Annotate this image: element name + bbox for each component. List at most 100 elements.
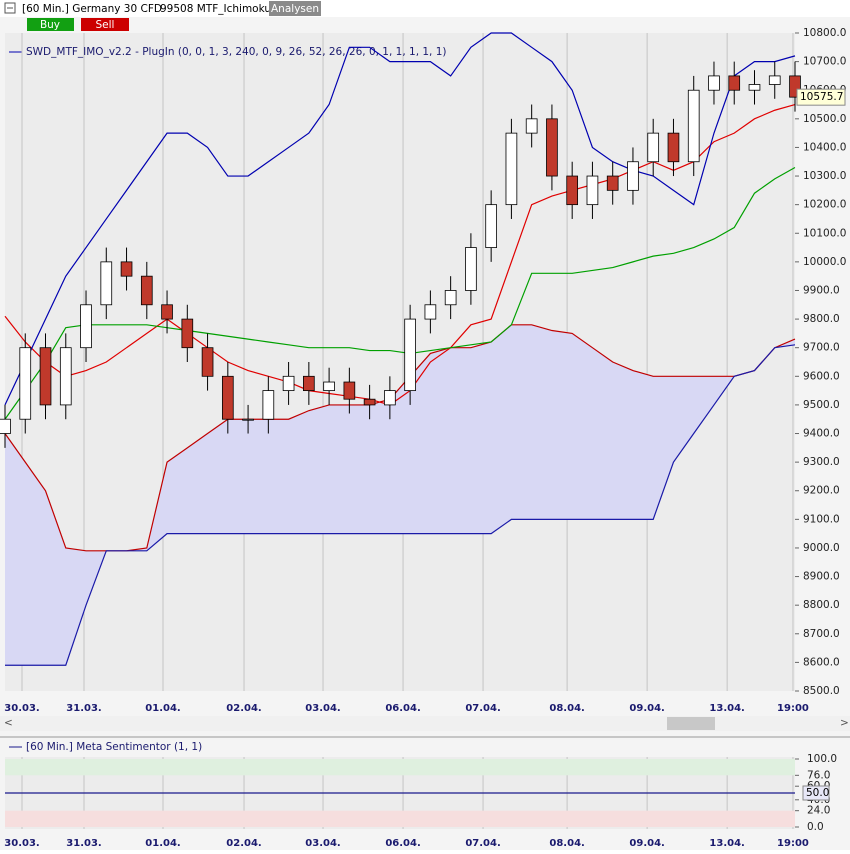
- y-tick-label: 0.0: [807, 821, 824, 833]
- indicator-line: [4, 166, 796, 420]
- workspace-name: 99508 MTF_Ichimoku: [160, 3, 271, 15]
- x-tick-label: 02.04.: [226, 838, 261, 849]
- y-tick-label: 100.0: [807, 753, 837, 765]
- tab-button[interactable]: [269, 1, 321, 16]
- y-tick-label: 9700.0: [803, 342, 840, 354]
- x-tick-label: 30.03.: [4, 703, 39, 714]
- last-price-box: [796, 88, 846, 106]
- candle-body: [789, 75, 801, 98]
- y-tick-label: 10700.0: [803, 56, 846, 68]
- candle-body: [768, 75, 781, 85]
- y-tick-label: 10300.0: [803, 170, 846, 182]
- y-tick-label: 9500.0: [803, 399, 840, 411]
- candle-body: [363, 398, 376, 406]
- candle-body: [606, 175, 619, 191]
- level-label: 50.0: [806, 787, 829, 799]
- candle-body: [120, 261, 133, 277]
- candle-body: [221, 375, 234, 420]
- x-tick-label: 06.04.: [385, 838, 420, 849]
- x-tick-label: 01.04.: [145, 838, 180, 849]
- y-tick-label: 10800.0: [803, 27, 846, 39]
- scroll-right[interactable]: >: [840, 717, 849, 729]
- x-tick-label: 30.03.: [4, 838, 39, 849]
- indicator-line: [4, 32, 796, 406]
- y-tick-label: 9200.0: [803, 485, 840, 497]
- x-tick-label: 19:00: [777, 703, 809, 714]
- candle-body: [485, 204, 497, 248]
- candle-body: [687, 89, 700, 163]
- x-tick-label: 13.04.: [709, 703, 744, 714]
- candle-body: [444, 290, 457, 306]
- x-tick-label: 07.04.: [465, 703, 500, 714]
- candle-body: [242, 418, 254, 421]
- candle-body: [384, 390, 396, 406]
- candle-body: [566, 175, 579, 206]
- candle-body: [282, 375, 295, 392]
- y-tick-label: 10200.0: [803, 199, 846, 211]
- x-tick-label: 08.04.: [549, 838, 584, 849]
- x-tick-label: 03.04.: [305, 838, 340, 849]
- y-tick-label: 8600.0: [803, 656, 840, 668]
- x-tick-label: 01.04.: [145, 703, 180, 714]
- y-tick-label: 10400.0: [803, 141, 846, 153]
- candle-body: [748, 84, 761, 91]
- candle-body: [586, 175, 599, 206]
- ichimoku-cloud: [5, 324, 795, 666]
- y-tick-label: 9400.0: [803, 428, 840, 440]
- chart-layer: 30.03. 30.03. 31.03. 31.03. 01.04. 01.04. 02.0…: [0, 27, 846, 849]
- candle-body: [262, 390, 275, 420]
- buy-label: Buy: [40, 19, 60, 31]
- candle-body: [647, 132, 660, 163]
- y-tick-label: 10500.0: [803, 113, 846, 125]
- x-tick-label: 31.03.: [66, 838, 101, 849]
- y-tick-label: 9300.0: [803, 456, 840, 468]
- buy-button[interactable]: [27, 18, 74, 31]
- sub-legend-label: [60 Min.] Meta Sentimentor (1, 1): [26, 741, 202, 753]
- x-tick-label: 06.04.: [385, 703, 420, 714]
- y-tick-label: 10100.0: [803, 227, 846, 239]
- sell-label: Sell: [96, 19, 115, 31]
- candle-body: [343, 381, 356, 400]
- candle-body: [19, 347, 32, 420]
- candle-body: [303, 375, 315, 392]
- sentiment-zone: [5, 810, 795, 827]
- y-tick-label: 9100.0: [803, 513, 840, 525]
- window-title: [60 Min.] Germany 30 CFD: [22, 3, 162, 15]
- x-tick-label: 08.04.: [549, 703, 584, 714]
- y-tick-label: 8900.0: [803, 571, 840, 583]
- x-tick-label: 09.04.: [629, 703, 664, 714]
- candle-body: [525, 118, 538, 134]
- candle-body: [424, 304, 437, 320]
- scroll-thumb[interactable]: [667, 717, 715, 730]
- legend-label: SWD_MTF_IMO_v2.2 - PlugIn (0, 0, 1, 3, 2…: [26, 46, 447, 58]
- y-tick-label: 8800.0: [803, 599, 840, 611]
- y-tick-label: 76.0: [807, 769, 830, 781]
- candle-body: [100, 261, 113, 306]
- candle-body: [404, 318, 416, 392]
- indicator-line: [5, 344, 796, 666]
- candle-body: [39, 347, 52, 406]
- candle-body: [546, 118, 558, 177]
- y-tick-label: 9000.0: [803, 542, 840, 554]
- indicator-line: [4, 103, 796, 406]
- sell-button[interactable]: [81, 18, 129, 31]
- indicator-line: [4, 324, 796, 552]
- scroll-left[interactable]: <: [4, 717, 13, 729]
- candle-body: [0, 418, 11, 434]
- x-tick-label: 19:00: [777, 838, 809, 849]
- candle-body: [708, 75, 720, 91]
- scrollbar[interactable]: [0, 716, 850, 731]
- y-tick-label: 9800.0: [803, 313, 840, 325]
- collapse-icon[interactable]: [4, 2, 16, 14]
- x-tick-label: 09.04.: [629, 838, 664, 849]
- tab-label: Analysen: [271, 3, 319, 15]
- y-tick-label: 9900.0: [803, 284, 840, 296]
- candle-body: [201, 347, 214, 377]
- candle-body: [667, 132, 680, 163]
- title-bar: [0, 0, 850, 17]
- y-tick-label: 9600.0: [803, 370, 840, 382]
- candle-body: [161, 304, 173, 320]
- x-tick-label: 13.04.: [709, 838, 744, 849]
- x-tick-label: 02.04.: [226, 703, 261, 714]
- candle-body: [505, 132, 518, 206]
